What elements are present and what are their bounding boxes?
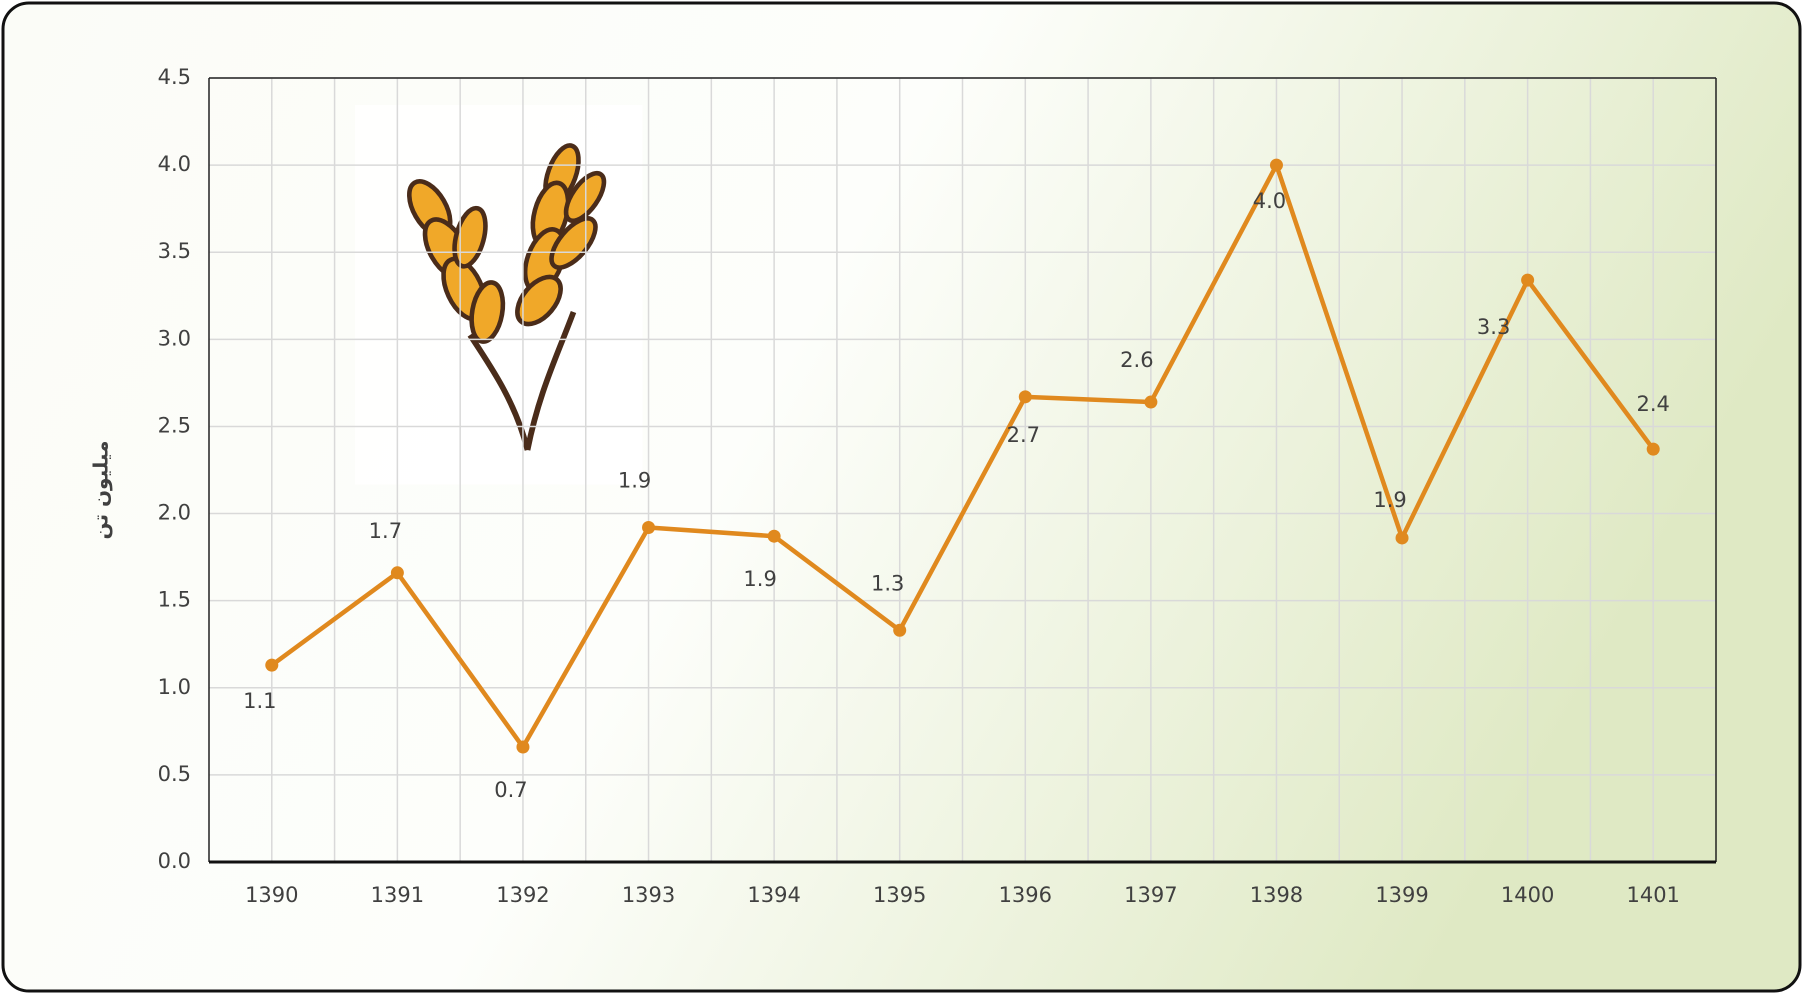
data-label: 1.3 — [871, 571, 904, 595]
y-tick-label: 0.5 — [158, 762, 191, 786]
data-label: 1.9 — [743, 567, 776, 591]
data-point — [1646, 442, 1660, 456]
x-tick-label: 1390 — [245, 883, 298, 907]
x-tick-label: 1393 — [622, 883, 675, 907]
x-tick-label: 1391 — [371, 883, 424, 907]
data-point — [390, 566, 404, 580]
x-tick-label: 1401 — [1626, 883, 1679, 907]
wheat-icon — [355, 105, 643, 485]
data-label: 0.7 — [494, 778, 527, 802]
y-tick-label: 1.5 — [158, 588, 191, 612]
data-label: 1.1 — [243, 689, 276, 713]
y-tick-label: 3.5 — [158, 239, 191, 263]
data-label: 2.4 — [1637, 392, 1670, 416]
data-point — [1395, 531, 1409, 545]
x-tick-label: 1394 — [747, 883, 800, 907]
y-tick-label: 1.0 — [158, 675, 191, 699]
data-label: 2.7 — [1007, 423, 1040, 447]
y-tick-label: 3.0 — [158, 326, 191, 350]
data-label: 4.0 — [1253, 189, 1286, 213]
data-point — [265, 658, 279, 672]
data-label: 2.6 — [1120, 348, 1153, 372]
data-label: 3.3 — [1477, 315, 1510, 339]
x-tick-label: 1399 — [1375, 883, 1428, 907]
y-tick-label: 2.5 — [158, 413, 191, 437]
x-tick-label: 1400 — [1501, 883, 1554, 907]
data-line — [270, 162, 1656, 750]
y-axis-title: میلیون تن — [89, 441, 113, 540]
data-point — [1018, 390, 1032, 404]
x-tick-label: 1398 — [1250, 883, 1303, 907]
data-point — [893, 623, 907, 637]
data-label: 1.7 — [369, 519, 402, 543]
data-point — [1144, 395, 1158, 409]
data-point — [1521, 273, 1535, 287]
data-point — [642, 520, 656, 534]
x-tick-label: 1396 — [999, 883, 1052, 907]
data-label: 1.9 — [618, 468, 651, 492]
data-point — [1269, 158, 1283, 172]
data-point — [767, 529, 781, 543]
x-tick-label: 1392 — [496, 883, 549, 907]
x-tick-label: 1397 — [1124, 883, 1177, 907]
y-tick-label: 2.0 — [158, 501, 191, 525]
data-point — [516, 740, 530, 754]
y-tick-label: 0.0 — [158, 849, 191, 873]
y-tick-label: 4.0 — [158, 152, 191, 176]
y-tick-label: 4.5 — [158, 65, 191, 89]
x-tick-label: 1395 — [873, 883, 926, 907]
data-label: 1.9 — [1373, 488, 1406, 512]
